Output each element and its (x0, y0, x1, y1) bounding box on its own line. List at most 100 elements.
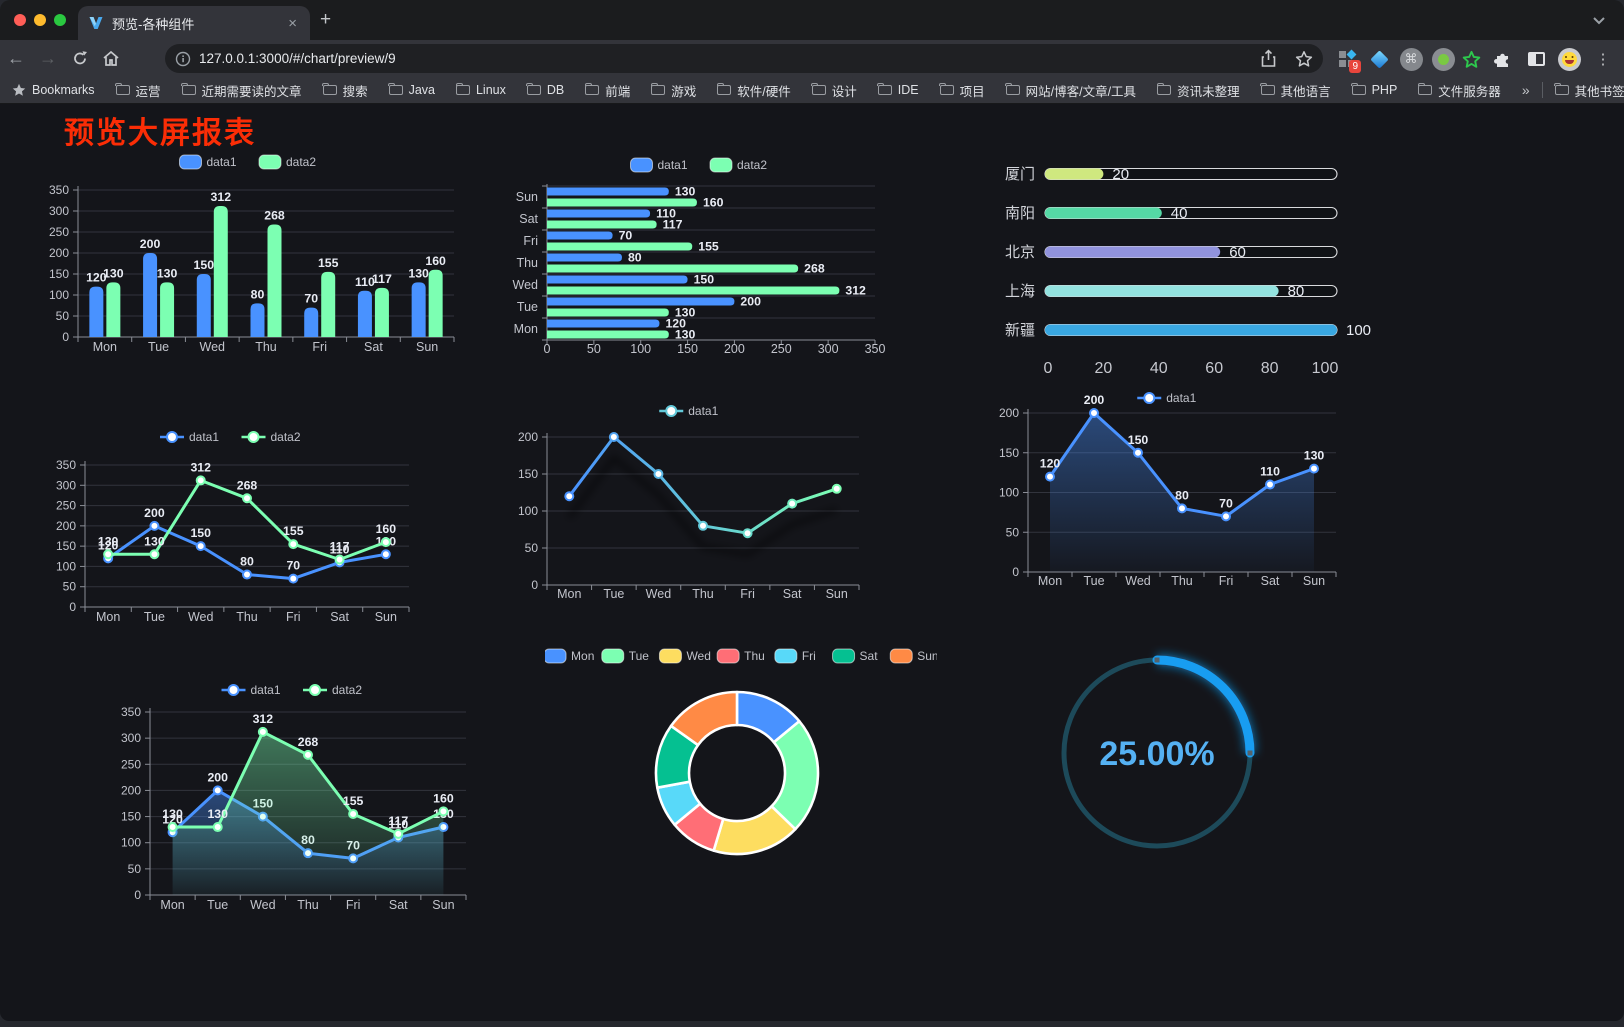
svg-text:110: 110 (330, 542, 350, 556)
svg-text:312: 312 (190, 460, 211, 474)
svg-text:250: 250 (771, 342, 792, 356)
svg-text:268: 268 (264, 208, 285, 222)
folder-icon (322, 82, 337, 95)
legend-item-Sat[interactable]: Sat (832, 648, 879, 664)
svg-text:Sun: Sun (826, 587, 848, 601)
gradient-line-chart: data1 0 50 100 150 200 Mon Tue Wed Thu Fri Sat Sun (505, 396, 877, 613)
home-button[interactable] (96, 50, 126, 67)
svg-text:130: 130 (675, 306, 696, 320)
extension-badge: 9 (1349, 60, 1361, 73)
two-series-area-chart: data1 data2 0 50 100 150 200 250 300 350 Mon Tue Wed… (110, 676, 478, 927)
legend-item-data1[interactable]: data1 (179, 154, 237, 170)
share-icon[interactable] (1260, 49, 1277, 68)
extension-gem-icon[interactable] (1366, 46, 1392, 72)
svg-text:data2: data2 (737, 158, 767, 172)
svg-text:150: 150 (999, 446, 1019, 460)
svg-text:data1: data1 (207, 155, 237, 169)
svg-text:350: 350 (49, 183, 69, 197)
legend-item-Sun[interactable]: Sun (889, 648, 939, 664)
bookmark-folder-软件/硬件[interactable]: 软件/硬件 (716, 81, 791, 100)
legend-item-data1[interactable]: data1 (221, 683, 281, 697)
svg-text:70: 70 (304, 292, 318, 306)
legend-item-data2[interactable]: data2 (258, 154, 316, 170)
minimize-window-button[interactable] (34, 14, 46, 26)
legend-item-Fri[interactable]: Fri (774, 648, 816, 664)
bookmarks-overflow-chevron[interactable]: » (1521, 82, 1530, 98)
back-button[interactable]: ← (7, 48, 25, 68)
bookmark-folder-Linux[interactable]: Linux (455, 82, 506, 97)
svg-text:Thu: Thu (1171, 574, 1193, 588)
legend-item-Thu[interactable]: Thu (716, 648, 765, 664)
legend-item-data1[interactable]: data1 (160, 430, 219, 444)
bookmark-folder-文件服务器[interactable]: 文件服务器 (1417, 81, 1501, 100)
legend-item-Mon[interactable]: Mon (543, 648, 594, 664)
extension-grid-icon[interactable]: 9 (1334, 46, 1361, 73)
bookmark-other-bookmarks[interactable]: 其他书签 (1554, 81, 1624, 100)
bookmark-folder-搜索[interactable]: 搜索 (322, 81, 368, 100)
bookmark-folder-网站/博客/文章/工具[interactable]: 网站/博客/文章/工具 (1005, 81, 1136, 100)
side-panel-icon[interactable] (1523, 46, 1549, 72)
legend-item-Tue[interactable]: Tue (601, 648, 650, 664)
svg-text:350: 350 (56, 458, 76, 472)
bookmark-folder-游戏[interactable]: 游戏 (650, 81, 696, 100)
svg-text:120: 120 (162, 812, 183, 826)
url-text[interactable]: 127.0.0.1:3000/#/chart/preview/9 (199, 51, 396, 66)
legend-item-data1[interactable]: data1 (659, 404, 719, 418)
svg-text:Thu: Thu (255, 340, 277, 354)
bookmark-folder-近期需要读的文章[interactable]: 近期需要读的文章 (181, 81, 302, 100)
svg-text:Mon: Mon (1038, 574, 1062, 588)
legend-item-data2[interactable]: data2 (709, 157, 767, 173)
bookmark-folder-设计[interactable]: 设计 (811, 81, 857, 100)
bookmark-folder-前端[interactable]: 前端 (584, 81, 630, 100)
close-window-button[interactable] (14, 14, 26, 26)
svg-text:50: 50 (56, 309, 70, 323)
page-info-icon[interactable] (175, 51, 191, 67)
svg-text:Mon: Mon (571, 649, 594, 663)
legend-item-data1[interactable]: data1 (630, 157, 688, 173)
extension-command-icon[interactable]: ⌘ (1398, 46, 1424, 72)
svg-text:130: 130 (103, 266, 124, 280)
svg-text:155: 155 (318, 256, 339, 270)
folder-icon (939, 82, 954, 95)
address-bar[interactable]: 127.0.0.1:3000/#/chart/preview/9 (165, 44, 1323, 73)
bookmark-folder-IDE[interactable]: IDE (877, 82, 919, 97)
bookmark-folder-DB[interactable]: DB (526, 82, 564, 97)
extensions-puzzle-icon[interactable] (1490, 46, 1516, 72)
svg-text:Sat: Sat (519, 212, 538, 226)
city-progress-chart: 厦门 20 南阳 40 北京 60 上海 80 新疆 100 0 20 40 60 80 100 (985, 152, 1377, 389)
folder-icon (584, 82, 600, 95)
browser-tab-active[interactable]: 预览-各种组件 × (78, 6, 310, 40)
extension-record-icon[interactable] (1430, 46, 1456, 72)
tab-search-chevron-icon[interactable] (1592, 16, 1606, 25)
bookmark-folder-PHP[interactable]: PHP (1351, 82, 1397, 97)
new-tab-button[interactable]: + (320, 9, 332, 30)
legend-item-data2[interactable]: data2 (303, 683, 362, 697)
svg-text:150: 150 (121, 810, 141, 824)
legend-item-Wed[interactable]: Wed (658, 648, 711, 664)
forward-button[interactable]: → (39, 48, 57, 68)
svg-text:100: 100 (630, 342, 651, 356)
svg-text:Sat: Sat (783, 587, 802, 601)
bookmark-folder-其他语言[interactable]: 其他语言 (1260, 81, 1331, 100)
svg-text:250: 250 (56, 499, 76, 513)
browser-toolbar: ← → 127.0.0.1:3000/#/chart/preview/9 (0, 40, 1624, 77)
bookmark-folder-资讯未整理[interactable]: 资讯未整理 (1156, 81, 1240, 100)
reload-button[interactable] (64, 50, 96, 67)
bookmark-item-bookmarks[interactable]: Bookmarks (12, 83, 95, 97)
svg-text:100: 100 (121, 836, 141, 850)
tab-close-icon[interactable]: × (288, 14, 297, 32)
legend-item-data2[interactable]: data2 (241, 430, 301, 444)
zoom-window-button[interactable] (54, 14, 66, 26)
bookmark-star-icon[interactable] (1295, 50, 1313, 68)
extension-star-icon[interactable] (1458, 46, 1484, 72)
legend-item-data1[interactable]: data1 (1137, 391, 1197, 405)
bookmark-folder-项目[interactable]: 项目 (939, 81, 985, 100)
svg-text:Wed: Wed (200, 340, 226, 354)
bookmark-folder-运营[interactable]: 运营 (115, 81, 161, 100)
svg-text:Fri: Fri (523, 234, 538, 248)
svg-text:70: 70 (1219, 496, 1233, 510)
browser-menu-button[interactable]: ⋮ (1595, 51, 1611, 68)
svg-text:0: 0 (1012, 565, 1019, 579)
bookmark-folder-Java[interactable]: Java (388, 82, 435, 97)
extension-emoji-icon[interactable] (1556, 46, 1582, 72)
